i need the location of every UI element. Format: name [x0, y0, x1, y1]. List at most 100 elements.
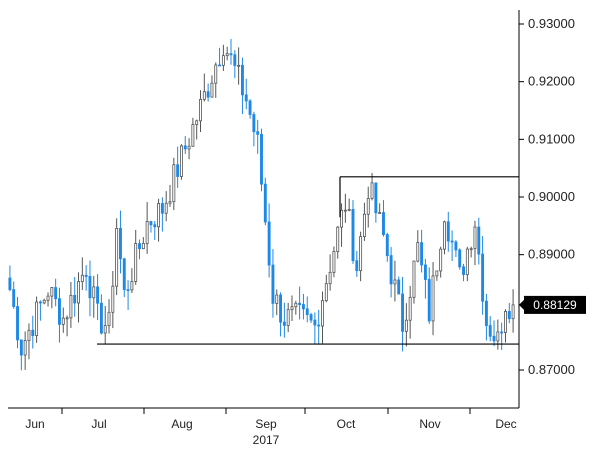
candle-body — [179, 145, 183, 177]
candle-body — [126, 289, 130, 291]
candle-body — [416, 242, 420, 262]
candle-body — [275, 294, 279, 304]
candle-body — [69, 294, 73, 319]
candle-body — [401, 293, 404, 332]
candle-body — [370, 182, 374, 199]
y-tick-label: 0.93000 — [528, 16, 575, 31]
candle-body — [138, 243, 141, 250]
candles-group — [8, 38, 515, 371]
candle-body — [298, 302, 302, 305]
candle-body — [229, 53, 233, 56]
y-tick-label: 0.90000 — [528, 189, 575, 204]
candle-body — [240, 64, 244, 96]
candle-body — [294, 302, 298, 308]
candle-body — [65, 317, 69, 320]
x-tick-label: Jul — [91, 417, 106, 431]
candle-body — [225, 53, 229, 57]
candle-body — [160, 203, 164, 214]
candle-body — [195, 120, 199, 125]
candle-body — [61, 317, 65, 325]
candle-body — [279, 294, 283, 323]
candle-body — [164, 202, 168, 214]
y-axis: 0.93000 0.92000 0.91000 0.90000 0.89000 0.870… — [518, 10, 575, 408]
last-price-pointer — [519, 299, 524, 310]
candle-body — [252, 114, 256, 133]
candle-body — [58, 298, 61, 325]
candle-body — [301, 304, 305, 310]
candle-body — [431, 275, 435, 322]
candle-body — [50, 287, 54, 297]
candle-body — [221, 55, 225, 66]
candle-body — [351, 209, 355, 262]
candle-body — [199, 99, 202, 122]
candle-body — [27, 329, 31, 341]
candle-body — [317, 324, 321, 327]
candle-body — [206, 91, 210, 98]
candle-body — [446, 221, 450, 242]
candle-body — [355, 260, 359, 272]
candle-body — [481, 253, 485, 302]
candle-body — [38, 301, 42, 304]
candle-body — [324, 283, 328, 302]
candle-body — [202, 91, 206, 100]
candle-body — [256, 131, 260, 135]
candle-body — [77, 281, 80, 304]
candle-body — [423, 264, 427, 280]
candle-body — [336, 226, 340, 252]
candle-body — [19, 339, 23, 356]
candle-body — [191, 124, 195, 147]
candle-body — [340, 209, 344, 228]
candle-body — [290, 306, 294, 311]
candle-body — [477, 226, 481, 255]
candle-body — [347, 209, 351, 211]
candle-body — [210, 82, 214, 98]
last-price-label: 0.88129 — [533, 298, 577, 312]
candle-body — [496, 331, 500, 342]
candle-body — [141, 243, 145, 250]
candle-body — [134, 243, 138, 282]
candle-body — [271, 264, 275, 304]
candle-body — [103, 325, 107, 334]
y-tick-label: 0.87000 — [528, 362, 575, 377]
candle-body — [183, 145, 187, 150]
candle-body — [111, 285, 115, 313]
y-tick-label: 0.91000 — [528, 131, 575, 146]
candle-body — [267, 221, 271, 266]
candle-body — [92, 286, 96, 299]
candle-body — [16, 306, 19, 341]
candle-body — [450, 240, 454, 243]
candle-body — [157, 203, 161, 228]
candle-body — [469, 248, 473, 251]
candle-body — [484, 300, 488, 326]
candle-body — [12, 289, 16, 307]
candle-body — [366, 198, 370, 215]
candle-body — [218, 64, 222, 67]
candle-body — [385, 234, 389, 257]
candle-body — [374, 182, 378, 214]
candle-body — [382, 212, 385, 235]
candle-body — [378, 212, 382, 214]
candle-body — [443, 221, 446, 250]
candle-body — [462, 266, 465, 275]
last-price-tag: 0.88129 — [519, 295, 586, 314]
candle-body — [439, 248, 443, 272]
candle-body — [321, 300, 324, 327]
year-label: 2017 — [253, 433, 280, 447]
last-price-tag-bg — [524, 295, 586, 314]
candle-body — [305, 308, 309, 315]
candle-body — [237, 64, 241, 67]
candle-body — [214, 64, 218, 84]
x-tick-label: Jun — [25, 417, 44, 431]
candle-body — [187, 145, 191, 150]
x-tick-label: Dec — [495, 417, 516, 431]
candle-body — [107, 311, 111, 327]
candle-body — [122, 258, 126, 290]
candle-body — [427, 279, 431, 322]
candle-body — [96, 286, 100, 304]
candle-body — [80, 274, 84, 282]
candle-body — [404, 319, 408, 332]
candle-body — [115, 227, 119, 287]
candle-body — [408, 296, 412, 321]
